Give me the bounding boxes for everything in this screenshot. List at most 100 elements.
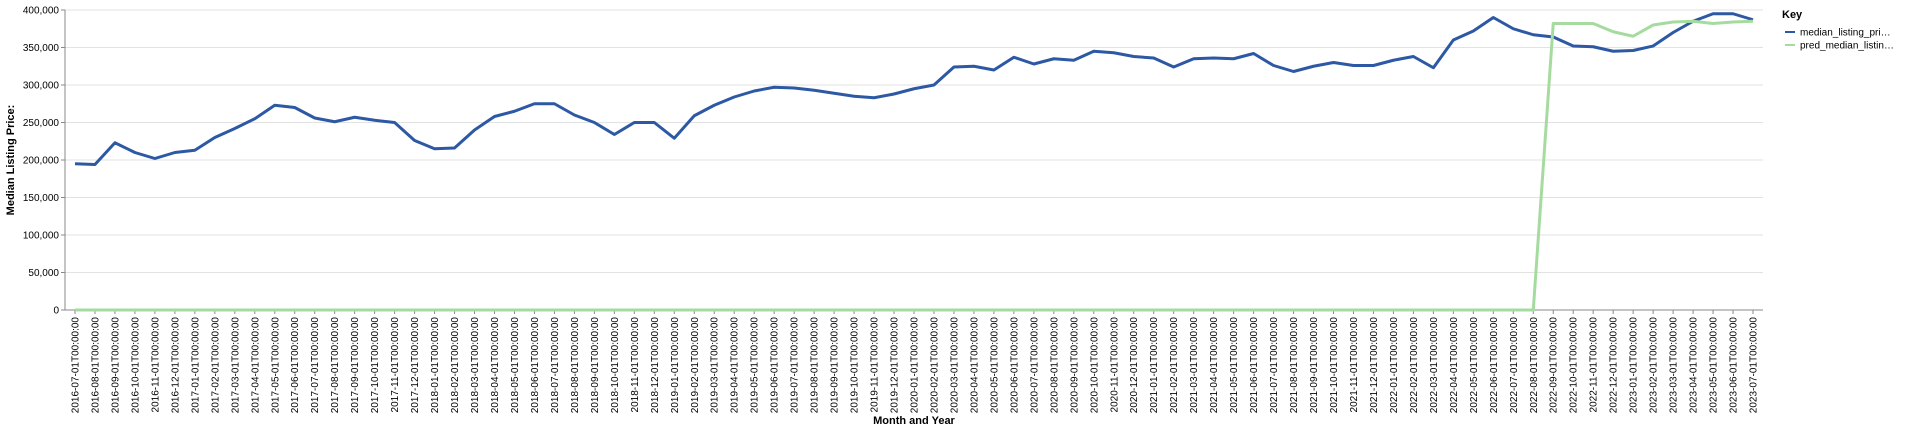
x-tick-label: 2019-07-01T00:00:00 xyxy=(790,317,801,414)
y-tick-label: 150,000 xyxy=(23,193,60,204)
x-tick-label: 2021-04-01T00:00:00 xyxy=(1209,317,1220,414)
x-tick-label: 2018-09-01T00:00:00 xyxy=(590,317,601,414)
x-tick-label: 2016-12-01T00:00:00 xyxy=(170,317,181,414)
x-tick-label: 2022-10-01T00:00:00 xyxy=(1569,317,1580,414)
series-line xyxy=(74,19,1754,312)
x-tick-label: 2022-11-01T00:00:00 xyxy=(1589,317,1600,413)
x-tick-label: 2019-05-01T00:00:00 xyxy=(750,317,761,414)
x-tick-label: 2023-05-01T00:00:00 xyxy=(1709,317,1720,414)
x-tick-label: 2022-09-01T00:00:00 xyxy=(1549,317,1560,414)
x-tick-label: 2017-11-01T00:00:00 xyxy=(390,317,401,413)
x-tick-label: 2017-09-01T00:00:00 xyxy=(350,317,361,414)
series-line xyxy=(74,12,1754,166)
x-tick-label: 2017-01-01T00:00:00 xyxy=(190,317,201,414)
y-tick-label: 250,000 xyxy=(23,118,60,129)
x-tick-label: 2022-07-01T00:00:00 xyxy=(1509,317,1520,414)
x-tick-label: 2022-04-01T00:00:00 xyxy=(1449,317,1460,414)
x-tick-label: 2021-02-01T00:00:00 xyxy=(1169,317,1180,414)
x-tick-label: 2023-07-01T00:00:00 xyxy=(1749,317,1760,414)
x-tick-label: 2023-02-01T00:00:00 xyxy=(1649,317,1660,414)
x-tick-label: 2020-04-01T00:00:00 xyxy=(969,317,980,414)
x-tick-label: 2022-12-01T00:00:00 xyxy=(1609,317,1620,414)
x-tick-label: 2019-08-01T00:00:00 xyxy=(810,317,821,414)
legend-label: pred_median_listin… xyxy=(1800,41,1894,52)
x-tick-label: 2023-06-01T00:00:00 xyxy=(1729,317,1740,414)
x-tick-label: 2017-10-01T00:00:00 xyxy=(370,317,381,414)
legend-title: Key xyxy=(1782,9,1803,21)
x-tick-label: 2018-04-01T00:00:00 xyxy=(490,317,501,414)
x-tick-label: 2021-01-01T00:00:00 xyxy=(1149,317,1160,414)
y-tick-label: 350,000 xyxy=(23,43,60,54)
x-tick-label: 2017-02-01T00:00:00 xyxy=(210,317,221,414)
x-tick-label: 2017-07-01T00:00:00 xyxy=(310,317,321,414)
x-tick-label: 2018-07-01T00:00:00 xyxy=(550,317,561,414)
x-tick-label: 2021-10-01T00:00:00 xyxy=(1329,317,1340,414)
x-tick-label: 2019-04-01T00:00:00 xyxy=(730,317,741,414)
x-tick-label: 2019-11-01T00:00:00 xyxy=(870,317,881,413)
x-tick-label: 2020-10-01T00:00:00 xyxy=(1089,317,1100,414)
x-tick-label: 2020-02-01T00:00:00 xyxy=(929,317,940,414)
x-tick-label: 2021-12-01T00:00:00 xyxy=(1369,317,1380,414)
y-tick-label: 300,000 xyxy=(23,81,60,92)
x-tick-label: 2018-08-01T00:00:00 xyxy=(570,317,581,414)
x-tick-label: 2020-06-01T00:00:00 xyxy=(1009,317,1020,414)
x-tick-label: 2019-12-01T00:00:00 xyxy=(890,317,901,414)
x-tick-label: 2019-03-01T00:00:00 xyxy=(710,317,721,414)
x-tick-label: 2021-07-01T00:00:00 xyxy=(1269,317,1280,414)
x-tick-label: 2017-03-01T00:00:00 xyxy=(230,317,241,414)
x-tick-label: 2020-08-01T00:00:00 xyxy=(1049,317,1060,414)
x-tick-label: 2018-06-01T00:00:00 xyxy=(530,317,541,414)
x-tick-label: 2021-08-01T00:00:00 xyxy=(1289,317,1300,414)
x-tick-label: 2017-06-01T00:00:00 xyxy=(290,317,301,414)
x-tick-label: 2019-10-01T00:00:00 xyxy=(850,317,861,414)
x-tick-label: 2019-02-01T00:00:00 xyxy=(690,317,701,414)
x-tick-label: 2021-09-01T00:00:00 xyxy=(1309,317,1320,414)
x-tick-label: 2018-02-01T00:00:00 xyxy=(450,317,461,414)
x-tick-label: 2016-07-01T00:00:00 xyxy=(70,317,81,414)
y-tick-label: 0 xyxy=(53,306,59,317)
x-tick-label: 2019-09-01T00:00:00 xyxy=(830,317,841,414)
x-tick-label: 2016-10-01T00:00:00 xyxy=(130,317,141,414)
legend-label: median_listing_pri… xyxy=(1800,28,1891,39)
x-tick-label: 2022-01-01T00:00:00 xyxy=(1389,317,1400,414)
x-tick-label: 2018-01-01T00:00:00 xyxy=(430,317,441,414)
y-axis-title: Median Listing Price: xyxy=(5,105,17,216)
x-tick-label: 2016-11-01T00:00:00 xyxy=(150,317,161,413)
x-tick-label: 2020-12-01T00:00:00 xyxy=(1129,317,1140,414)
x-tick-label: 2018-11-01T00:00:00 xyxy=(630,317,641,413)
x-tick-label: 2022-08-01T00:00:00 xyxy=(1529,317,1540,414)
x-tick-label: 2020-05-01T00:00:00 xyxy=(989,317,1000,414)
x-tick-label: 2021-03-01T00:00:00 xyxy=(1189,317,1200,414)
x-tick-label: 2017-12-01T00:00:00 xyxy=(410,317,421,414)
x-tick-label: 2018-03-01T00:00:00 xyxy=(470,317,481,414)
x-tick-label: 2016-09-01T00:00:00 xyxy=(110,317,121,414)
x-tick-label: 2018-10-01T00:00:00 xyxy=(610,317,621,414)
y-tick-label: 100,000 xyxy=(23,231,60,242)
x-tick-label: 2021-05-01T00:00:00 xyxy=(1229,317,1240,414)
y-tick-label: 200,000 xyxy=(23,156,60,167)
x-tick-label: 2020-11-01T00:00:00 xyxy=(1109,317,1120,413)
x-tick-label: 2021-06-01T00:00:00 xyxy=(1249,317,1260,414)
x-tick-label: 2022-06-01T00:00:00 xyxy=(1489,317,1500,414)
x-tick-label: 2020-03-01T00:00:00 xyxy=(949,317,960,414)
x-axis-title: Month and Year xyxy=(873,415,955,427)
x-tick-label: 2020-09-01T00:00:00 xyxy=(1069,317,1080,414)
y-tick-label: 400,000 xyxy=(23,6,60,17)
x-tick-label: 2016-08-01T00:00:00 xyxy=(90,317,101,414)
x-tick-label: 2021-11-01T00:00:00 xyxy=(1349,317,1360,413)
x-tick-label: 2023-03-01T00:00:00 xyxy=(1669,317,1680,414)
x-tick-label: 2019-01-01T00:00:00 xyxy=(670,317,681,414)
x-tick-label: 2019-06-01T00:00:00 xyxy=(770,317,781,414)
x-tick-label: 2017-08-01T00:00:00 xyxy=(330,317,341,414)
x-tick-label: 2023-01-01T00:00:00 xyxy=(1629,317,1640,414)
x-tick-label: 2023-04-01T00:00:00 xyxy=(1689,317,1700,414)
x-tick-label: 2017-05-01T00:00:00 xyxy=(270,317,281,414)
x-tick-label: 2022-05-01T00:00:00 xyxy=(1469,317,1480,414)
x-tick-label: 2022-02-01T00:00:00 xyxy=(1409,317,1420,414)
x-tick-label: 2020-07-01T00:00:00 xyxy=(1029,317,1040,414)
x-tick-label: 2022-03-01T00:00:00 xyxy=(1429,317,1440,414)
x-tick-label: 2020-01-01T00:00:00 xyxy=(910,317,921,414)
x-tick-label: 2018-05-01T00:00:00 xyxy=(510,317,521,414)
y-tick-label: 50,000 xyxy=(28,268,59,279)
